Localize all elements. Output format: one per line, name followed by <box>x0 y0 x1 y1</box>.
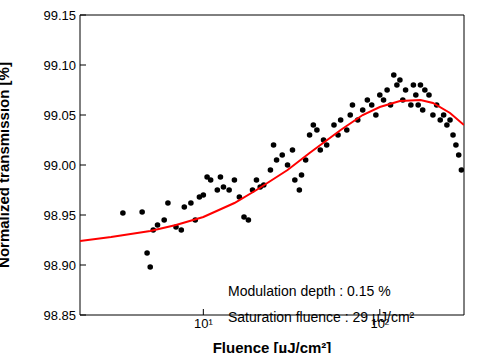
svg-text:99.10: 99.10 <box>43 58 76 73</box>
svg-text:99.15: 99.15 <box>43 8 76 23</box>
html-text:Modulation depth : 0.15 %: Modulation depth : 0.15 % <box>228 283 391 299</box>
svg-text:10¹: 10¹ <box>194 316 213 331</box>
svg-text:99.05: 99.05 <box>43 108 76 123</box>
svg-text:98.95: 98.95 <box>43 208 76 223</box>
html-text:Saturation fluence : 29 µJ/cm²: Saturation fluence : 29 µJ/cm² <box>228 309 415 325</box>
svg-text:Fluence [µJ/cm²]: Fluence [µJ/cm²] <box>213 339 332 353</box>
svg-text:Normalized transmission [%]: Normalized transmission [%] <box>0 62 12 268</box>
svg-text:99.00: 99.00 <box>43 158 76 173</box>
svg-text:98.90: 98.90 <box>43 258 76 273</box>
svg-text:98.85: 98.85 <box>43 308 76 323</box>
